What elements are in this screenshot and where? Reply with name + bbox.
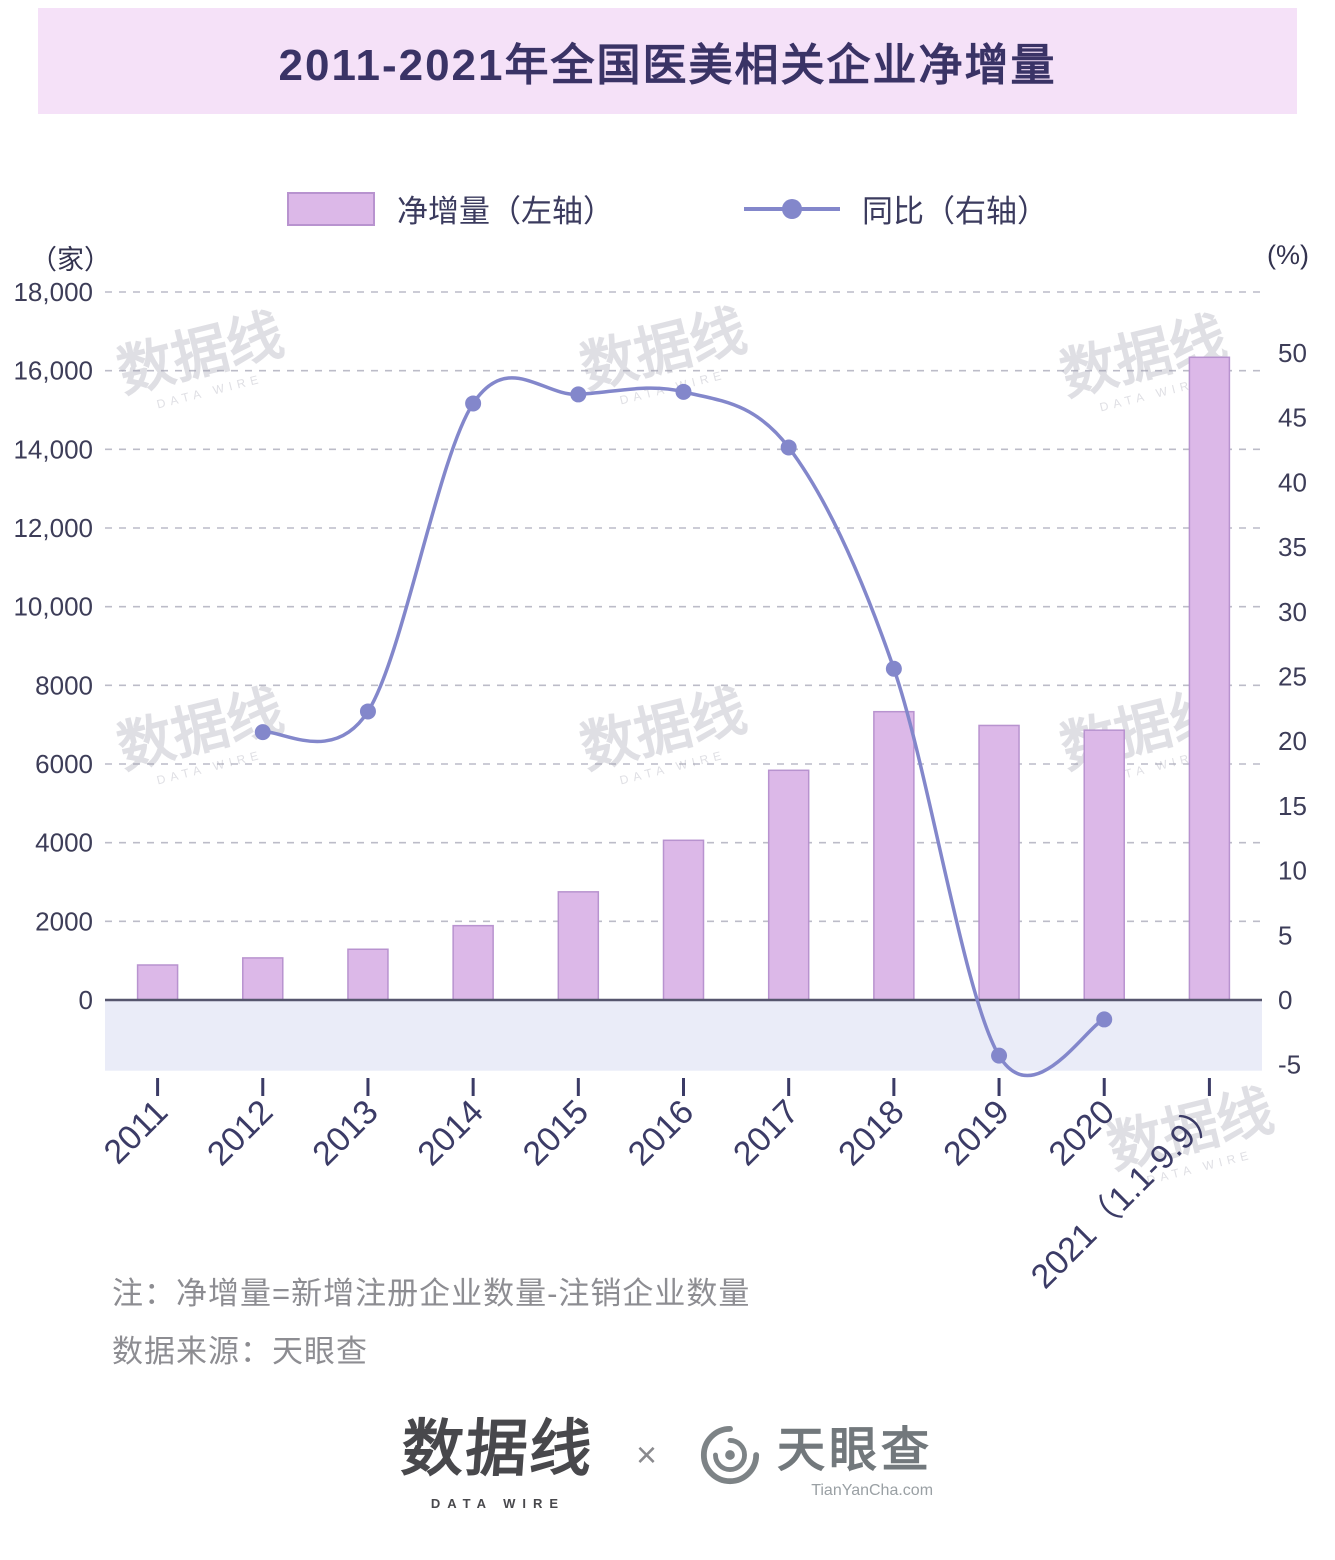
legend: 净增量（左轴） 同比（右轴） <box>0 186 1335 231</box>
legend-item-line: 同比（右轴） <box>744 186 1048 231</box>
datawire-name: 数据线 <box>399 1415 596 1484</box>
svg-text:5: 5 <box>1278 920 1292 950</box>
svg-text:10,000: 10,000 <box>13 592 93 622</box>
svg-text:2015: 2015 <box>516 1093 596 1173</box>
negative-band <box>105 1000 1262 1071</box>
legend-label-line: 同比（右轴） <box>862 194 1048 229</box>
trend-line-group <box>254 376 1113 1077</box>
svg-text:25: 25 <box>1278 662 1307 692</box>
svg-text:12,000: 12,000 <box>13 513 93 543</box>
line-swatch-dot <box>782 198 802 219</box>
svg-text:15: 15 <box>1278 791 1307 821</box>
right-axis-unit: (%) <box>1267 240 1309 270</box>
svg-text:2019: 2019 <box>936 1093 1016 1173</box>
footer: 数据线 DATA WIRE × 天眼查 TianYanCha.com <box>0 1398 1335 1511</box>
tianyancha-url: TianYanCha.com <box>811 1481 934 1499</box>
tianyancha-name: 天眼查 <box>777 1423 934 1477</box>
chart-title: 2011-2021年全国医美相关企业净增量 <box>278 41 1057 90</box>
legend-label-bars: 净增量（左轴） <box>397 194 614 229</box>
svg-text:8000: 8000 <box>35 670 93 700</box>
svg-text:30: 30 <box>1278 597 1307 627</box>
svg-text:2000: 2000 <box>35 906 93 936</box>
svg-text:2012: 2012 <box>200 1093 280 1173</box>
svg-text:0: 0 <box>1278 985 1292 1015</box>
svg-text:10: 10 <box>1278 856 1307 886</box>
note-source: 数据来源：天眼查 <box>112 1334 368 1369</box>
svg-text:20: 20 <box>1278 726 1307 756</box>
left-axis-unit: （家） <box>30 245 111 275</box>
svg-text:6000: 6000 <box>35 749 93 779</box>
datawire-logo: 数据线 DATA WIRE <box>399 1398 596 1511</box>
combo-chart: 0 2000 4000 6000 8000 10,000 12,000 14,000 16,00… <box>13 277 1307 1296</box>
svg-text:2011: 2011 <box>97 1093 176 1172</box>
tianyancha-logo: 天眼查 TianYanCha.com <box>699 1410 933 1500</box>
svg-text:2014: 2014 <box>410 1093 490 1173</box>
x-axis-group: 2011 2012 2013 2014 2015 2016 2017 2018 2019 2020… <box>97 1078 1227 1296</box>
svg-text:50: 50 <box>1278 338 1307 368</box>
bar-swatch <box>287 191 375 226</box>
svg-text:40: 40 <box>1278 467 1307 497</box>
svg-text:2017: 2017 <box>726 1093 806 1173</box>
svg-text:2018: 2018 <box>831 1093 911 1173</box>
multiply-sign: × <box>635 1433 658 1475</box>
svg-text:-5: -5 <box>1278 1050 1301 1080</box>
bars-group <box>136 356 1231 1001</box>
svg-text:35: 35 <box>1278 532 1307 562</box>
svg-text:16,000: 16,000 <box>13 356 93 386</box>
svg-text:14,000: 14,000 <box>13 434 93 464</box>
svg-text:45: 45 <box>1278 403 1307 433</box>
tianyancha-text: 天眼查 TianYanCha.com <box>777 1410 933 1500</box>
svg-text:2016: 2016 <box>621 1093 701 1173</box>
svg-text:18,000: 18,000 <box>13 277 93 307</box>
note-formula: 注：净增量=新增注册企业数量-注销企业数量 <box>112 1276 751 1311</box>
svg-text:4000: 4000 <box>35 828 93 858</box>
datawire-subtitle: DATA WIRE <box>430 1496 566 1511</box>
tianyancha-eye-icon <box>700 1425 760 1484</box>
svg-text:0: 0 <box>79 985 93 1015</box>
title-banner: 2011-2021年全国医美相关企业净增量 <box>38 8 1297 114</box>
line-swatch <box>744 192 840 226</box>
legend-item-bars: 净增量（左轴） <box>287 186 614 231</box>
svg-text:2013: 2013 <box>305 1093 385 1173</box>
